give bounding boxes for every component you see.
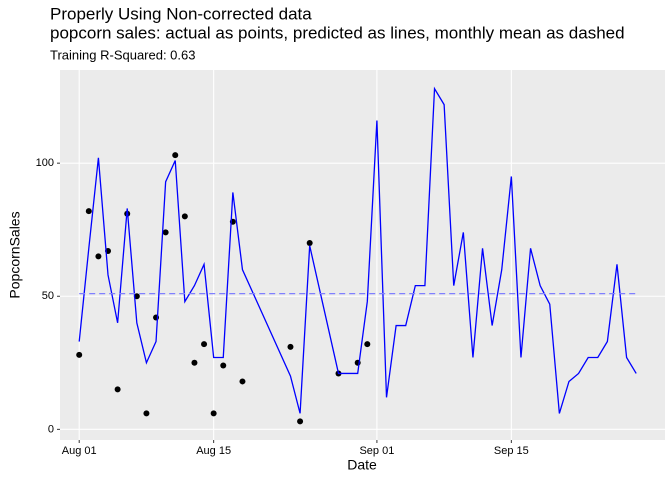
data-point [172,152,179,159]
y-axis-label: PopcornSales [7,211,23,298]
data-point [239,378,246,385]
x-tick-label: Sep 01 [359,445,394,457]
y-tick-label: 50 [42,290,54,302]
series-line [78,86,637,414]
data-point [210,410,217,417]
x-tick-label: Aug 01 [62,445,97,457]
chart-title: Properly Using Non-corrected data [50,4,312,23]
y-tick-label: 100 [36,157,54,169]
data-point [95,253,102,260]
x-tick-label: Aug 15 [196,445,231,457]
chart-subtitle: popcorn sales: actual as points, predict… [50,23,625,42]
data-point [76,351,83,358]
data-point [181,213,188,220]
data-point [287,343,294,350]
annotation: Training R-Squared: 0.63 [50,47,196,62]
x-axis-label: Date [347,457,377,473]
data-point [364,341,371,348]
data-point [297,418,304,425]
data-point [220,362,227,369]
data-point [306,240,313,247]
x-tick-label: Sep 15 [494,445,529,457]
data-point [191,359,198,366]
data-point [85,208,92,215]
y-tick-label: 0 [48,423,54,435]
data-point [162,229,169,236]
plot-panel [60,70,665,440]
data-point [143,410,150,417]
data-point [201,341,208,348]
data-point [114,386,121,393]
